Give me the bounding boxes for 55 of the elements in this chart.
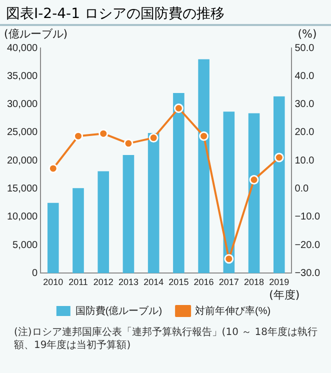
point xyxy=(148,133,158,143)
y2-tick-label: 0.0 xyxy=(294,184,310,194)
y2-tick-label: 20.0 xyxy=(294,127,315,138)
y-tick-label: 25,000 xyxy=(6,127,38,138)
bar xyxy=(47,202,59,274)
x-tick-label: 2019 xyxy=(269,277,290,288)
y2-tick-label: 40.0 xyxy=(294,70,315,82)
bar xyxy=(198,59,210,274)
bar xyxy=(98,171,110,274)
y-tick-label: 30,000 xyxy=(6,99,38,110)
bar xyxy=(72,188,84,274)
y-axis-title: (億ルーブル) xyxy=(4,27,68,40)
bar xyxy=(248,113,260,274)
point xyxy=(74,131,84,141)
y-tick-label: 5,000 xyxy=(12,240,38,251)
x-tick-label: 2010 xyxy=(43,277,64,288)
y-tick-label: 0 xyxy=(32,268,38,279)
chart-title: 図表Ⅰ-2-4-1 ロシアの国防費の推移 xyxy=(0,0,331,26)
y-tick-label: 35,000 xyxy=(6,70,38,82)
x-tick-label: 2017 xyxy=(218,277,239,288)
text: (注)ロシア連邦国庫公表「連邦予算執行報告」(10 ～ 18年度は執行額、19年度は当初予算額) xyxy=(13,326,319,352)
point xyxy=(124,138,134,148)
y2-tick-label: 10.0 xyxy=(294,155,315,166)
y-tick-label: 40,000 xyxy=(6,42,38,54)
x-tick-label: 2018 xyxy=(244,277,264,288)
point xyxy=(48,164,58,174)
point xyxy=(98,128,108,138)
legend-label: 国防費(億ルーブル) xyxy=(75,304,162,317)
bar xyxy=(273,96,285,274)
y2-tick-label: 50.0 xyxy=(294,42,315,54)
bar xyxy=(122,154,134,274)
x-tick-label: 2011 xyxy=(68,277,88,288)
y2-tick-label: −20.0 xyxy=(294,240,320,251)
point xyxy=(249,174,259,184)
point xyxy=(274,152,284,162)
y2-tick-label: −30.0 xyxy=(294,268,320,279)
y-tick-label: 15,000 xyxy=(6,184,38,194)
y2-tick-label: 30.0 xyxy=(294,99,315,110)
point xyxy=(199,131,209,141)
point xyxy=(224,254,234,264)
x-tick-label: 2016 xyxy=(194,277,214,288)
x-tick-label: 2012 xyxy=(93,277,114,288)
x-tick-label: 2015 xyxy=(168,277,189,288)
bar xyxy=(173,93,184,274)
bar xyxy=(223,112,235,274)
y2-axis-title: (%) xyxy=(298,27,317,40)
y2-tick-label: −10.0 xyxy=(294,212,320,223)
legend-label: 対前年伸び率(%) xyxy=(195,304,271,317)
x-tick-label: 2013 xyxy=(118,277,138,288)
x-axis-title: (年度) xyxy=(269,288,300,302)
bar xyxy=(148,133,160,274)
y-tick-label: 20,000 xyxy=(6,155,38,166)
y-tick-label: 10,000 xyxy=(6,212,38,223)
x-tick-label: 2014 xyxy=(144,277,164,288)
point xyxy=(174,103,184,113)
